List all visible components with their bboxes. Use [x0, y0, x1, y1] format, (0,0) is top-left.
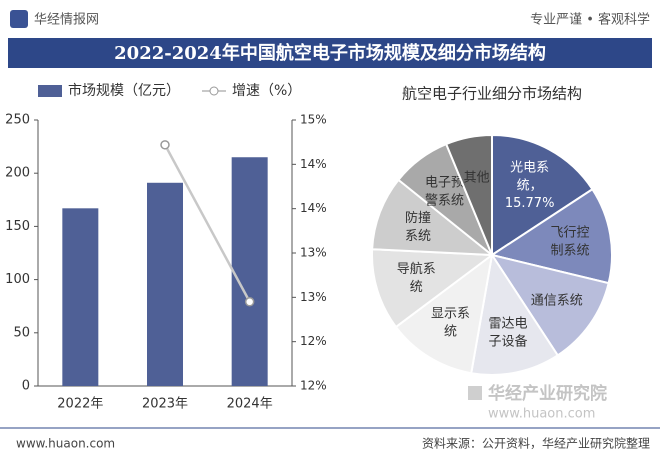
pie-label: 通信系统: [531, 293, 583, 308]
pie-label: 飞行控制系统: [551, 225, 590, 258]
pie-label: 防撞系统: [405, 209, 431, 243]
x-tick-label: 2022年: [57, 397, 103, 412]
legend-swatch-marker: [209, 86, 219, 96]
y2-tick-label: 14%: [300, 201, 327, 215]
line-point: [244, 297, 255, 307]
pie-slice: [444, 133, 493, 256]
bar: [62, 208, 99, 386]
bar: [147, 182, 183, 386]
y-tick-label: 250: [5, 113, 30, 128]
x-tick-label: 2023年: [142, 397, 188, 412]
pie-slice: [371, 178, 496, 257]
title-band: [8, 38, 652, 68]
logo-text: 华经情报网: [34, 13, 99, 28]
pie-slice: [371, 248, 495, 329]
y2-tick-label: 13%: [300, 290, 327, 304]
footer-website: www.huaon.com: [16, 437, 115, 451]
pie-slice: [394, 252, 494, 375]
bar: [231, 157, 268, 386]
slogan: 专业严谨 • 客观科学: [530, 12, 650, 28]
line-point: [160, 140, 170, 150]
y2-tick-label: 14%: [300, 157, 327, 171]
pie-slice: [491, 133, 594, 257]
pie-slice: [470, 252, 560, 376]
logo-icon: [10, 10, 28, 28]
y-tick-label: 150: [5, 219, 30, 234]
y-tick-label: 50: [13, 325, 30, 340]
pie-label: 电子预警系统: [425, 175, 464, 208]
title: 2022-2024年中国航空电子市场规模及细分市场结构: [114, 42, 546, 64]
y-tick-label: 100: [5, 272, 30, 287]
pie-slice: [489, 253, 610, 357]
x-tick-label: 2024年: [227, 397, 273, 412]
pie-label: 光电系统，: [510, 160, 549, 193]
y2-tick-label: 12%: [300, 379, 327, 393]
pie-title: 航空电子行业细分市场结构: [402, 85, 582, 103]
watermark-url: www.huaon.com: [488, 407, 595, 422]
y-tick-label: 0: [22, 379, 30, 394]
y2-tick-label: 15%: [300, 113, 327, 127]
footer-source: 资料来源：公开资料，华经产业研究院整理: [422, 436, 650, 451]
pie-slice: [489, 187, 613, 285]
y2-tick-label: 13%: [300, 246, 327, 260]
line: [163, 144, 251, 303]
y2-tick-label: 12%: [300, 334, 327, 348]
pie-label: 雷达电子设备: [488, 316, 527, 349]
pie-label: 其他: [464, 170, 490, 185]
pie-label: 导航系统: [397, 261, 436, 295]
y-tick-label: 200: [5, 166, 30, 181]
legend-swatch: [38, 85, 62, 97]
legend-label: 市场规模（亿元）: [68, 82, 180, 99]
watermark-icon: [468, 386, 482, 400]
watermark-name: 华经产业研究院: [488, 383, 607, 404]
legend-label: 增速（%）: [232, 83, 301, 99]
pie-value-label: 15.77%: [505, 196, 555, 211]
pie-label: 显示系统: [431, 306, 470, 339]
